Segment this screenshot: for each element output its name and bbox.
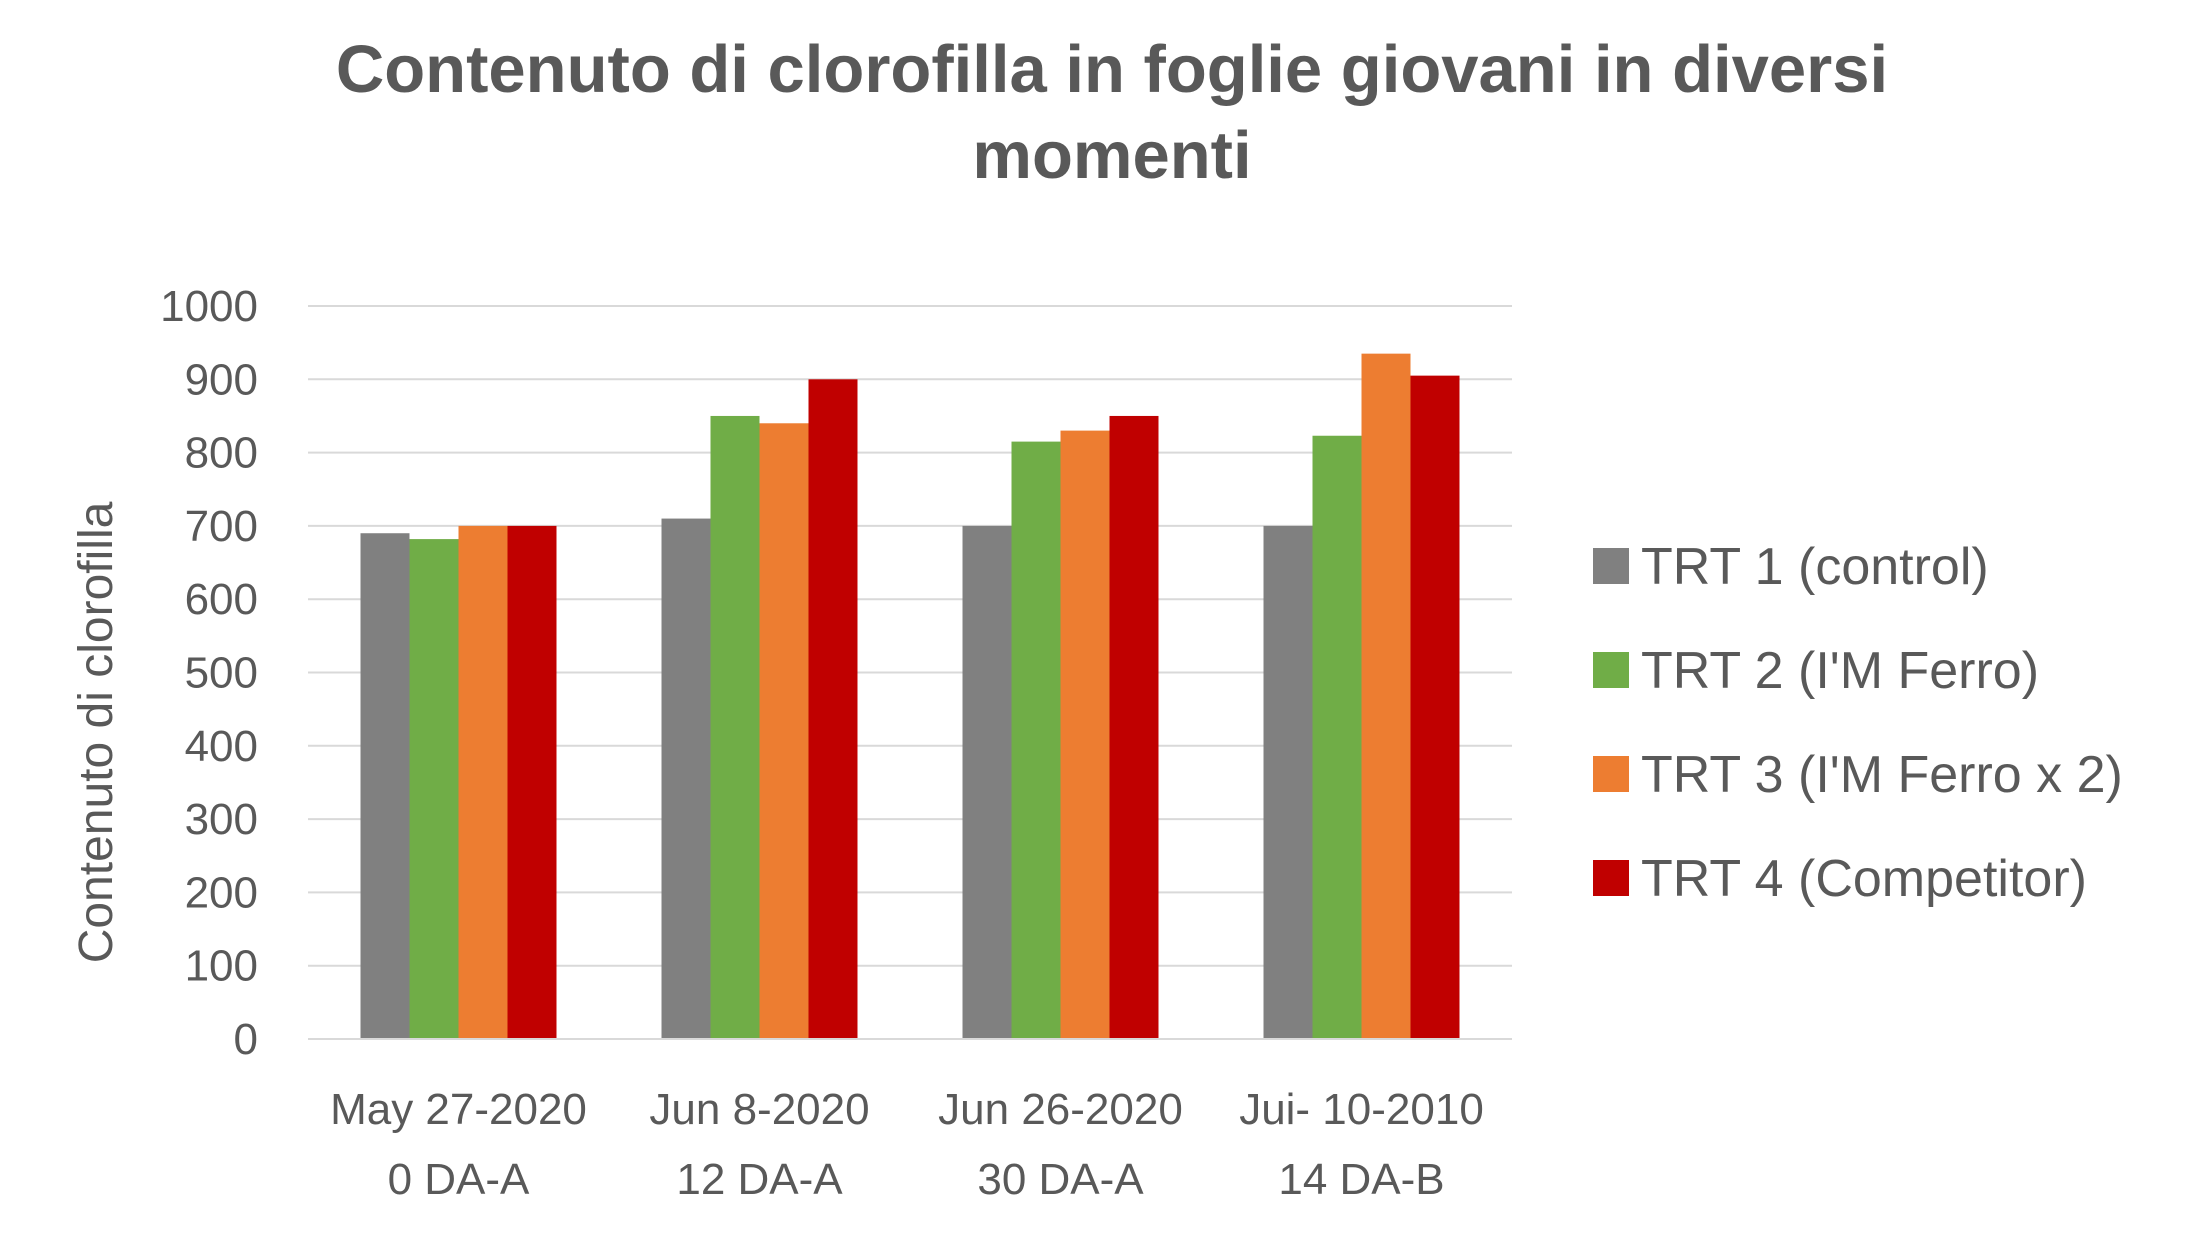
bars	[360, 353, 1460, 1040]
legend: TRT 1 (control) TRT 2 (I'M Ferro) TRT 3 (I…	[1593, 538, 2123, 908]
bar-series-3-cat-3	[1060, 430, 1110, 1039]
x-tick-label-4-line-1: Jui- 10-2010	[1239, 1085, 1484, 1134]
y-tick-label-900: 900	[185, 355, 258, 404]
bar-series-1-cat-2	[661, 518, 711, 1039]
bar-series-4-cat-1	[507, 525, 557, 1039]
x-tick-label-1-line-1: May 27-2020	[330, 1085, 587, 1134]
bar-series-1-cat-4	[1263, 525, 1313, 1039]
y-tick-label-0: 0	[234, 1015, 258, 1064]
x-tick-label-2-line-1: Jun 8-2020	[649, 1085, 869, 1134]
bar-series-4-cat-3	[1109, 415, 1159, 1039]
y-axis-ticks: 0 100 200 300 400 500 600 700 800 900 1000	[160, 282, 258, 1064]
bar-series-4-cat-4	[1410, 375, 1460, 1039]
legend-swatch-3	[1593, 756, 1629, 792]
chart-title-line-2: momenti	[972, 118, 1251, 193]
bar-series-3-cat-2	[759, 423, 809, 1039]
bar-series-1-cat-1	[360, 533, 410, 1039]
bar-series-2-cat-4	[1312, 435, 1362, 1040]
x-tick-label-3-line-2: 30 DA-A	[977, 1155, 1144, 1204]
legend-swatch-4	[1593, 860, 1629, 896]
bar-series-2-cat-2	[710, 415, 760, 1039]
chart-title: Contenuto di clorofilla in foglie giovan…	[336, 32, 1888, 193]
y-axis-title: Contenuto di clorofilla	[70, 501, 123, 963]
y-tick-label-800: 800	[185, 429, 258, 478]
legend-label-2: TRT 2 (I'M Ferro)	[1641, 642, 2039, 700]
x-tick-label-2-line-2: 12 DA-A	[676, 1155, 843, 1204]
bar-series-4-cat-2	[808, 379, 858, 1039]
legend-label-3: TRT 3 (I'M Ferro x 2)	[1641, 746, 2123, 804]
x-tick-label-4-line-2: 14 DA-B	[1278, 1155, 1444, 1204]
y-tick-label-100: 100	[185, 942, 258, 991]
bar-series-2-cat-1	[409, 539, 459, 1039]
y-tick-label-600: 600	[185, 575, 258, 624]
bar-series-2-cat-3	[1011, 441, 1061, 1040]
bar-series-3-cat-4	[1361, 353, 1411, 1039]
y-tick-label-1000: 1000	[160, 282, 258, 331]
x-tick-label-1-line-2: 0 DA-A	[388, 1155, 530, 1204]
y-tick-label-300: 300	[185, 795, 258, 844]
legend-label-1: TRT 1 (control)	[1641, 538, 1989, 596]
y-tick-label-200: 200	[185, 868, 258, 917]
x-axis-labels: May 27-2020 0 DA-A Jun 8-2020 12 DA-A Jun 26…	[330, 1085, 1484, 1204]
y-tick-label-400: 400	[185, 722, 258, 771]
x-tick-label-3-line-1: Jun 26-2020	[938, 1085, 1183, 1134]
chart-title-line-1: Contenuto di clorofilla in foglie giovan…	[336, 32, 1888, 107]
y-tick-label-500: 500	[185, 649, 258, 698]
legend-swatch-1	[1593, 548, 1629, 584]
legend-label-4: TRT 4 (Competitor)	[1641, 850, 2087, 908]
bar-series-1-cat-3	[962, 525, 1012, 1039]
legend-swatch-2	[1593, 652, 1629, 688]
bar-series-3-cat-1	[458, 525, 508, 1039]
y-tick-label-700: 700	[185, 502, 258, 551]
